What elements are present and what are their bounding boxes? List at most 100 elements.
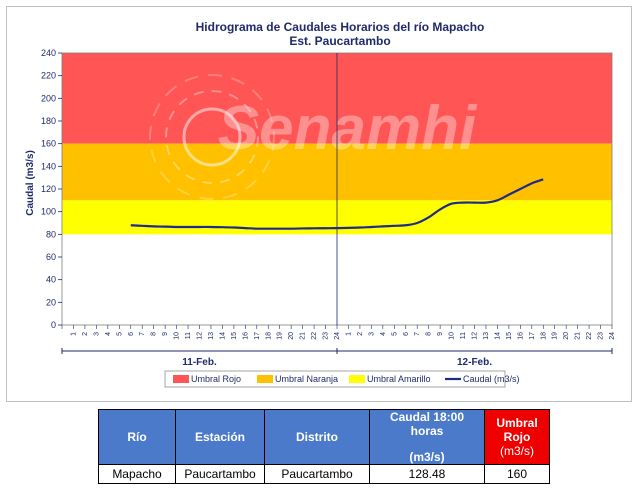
header-caudal: Caudal 18:00 horas (m3/s) bbox=[369, 409, 485, 465]
x-tick-label: 18 bbox=[540, 332, 547, 340]
x-tick-label: 17 bbox=[529, 332, 536, 340]
hydrograph-chart: Hidrograma de Caudales Horarios del río … bbox=[25, 20, 616, 388]
x-axis-ticks: 1 2 3 4 5 6 7 8 9 10 11 12 13 14 15 16 17 18 19 20 21 22 23 24 1… bbox=[61, 325, 616, 340]
table-header-row: Río Estación Distrito Caudal 18:00 horas… bbox=[98, 409, 550, 465]
cell-estacion: Paucartambo bbox=[175, 464, 265, 484]
header-caudal-line1: Caudal 18:00 horas bbox=[389, 410, 465, 438]
chart-container: Hidrograma de Caudales Horarios del río … bbox=[6, 6, 632, 402]
summary-table: Río Estación Distrito Caudal 18:00 horas… bbox=[98, 409, 550, 484]
x-tick-label: 12 bbox=[472, 332, 479, 340]
x-tick-label: 9 bbox=[162, 332, 169, 336]
x-tick-label: 13 bbox=[208, 332, 215, 340]
series-caudal-line bbox=[130, 178, 544, 230]
x-tick-label: 14 bbox=[494, 332, 501, 340]
x-tick-label: 7 bbox=[414, 332, 421, 336]
x-tick-label: 10 bbox=[449, 332, 456, 340]
x-tick-label: 23 bbox=[598, 332, 605, 340]
chart-title: Hidrograma de Caudales Horarios del río … bbox=[196, 20, 485, 34]
x-tick-label: 20 bbox=[563, 332, 570, 340]
legend-label: Umbral Rojo bbox=[191, 374, 241, 384]
x-tick-label: 3 bbox=[368, 332, 375, 336]
day-label: 12-Feb. bbox=[457, 357, 492, 368]
x-tick-label: 8 bbox=[151, 332, 158, 336]
x-tick-label: 6 bbox=[128, 332, 135, 336]
x-tick-label: 19 bbox=[552, 332, 559, 340]
x-tick-label: 5 bbox=[391, 332, 398, 336]
y-tick-label: 240 bbox=[41, 48, 56, 58]
x-tick-label: 1 bbox=[70, 332, 77, 336]
x-tick-label: 8 bbox=[426, 332, 433, 336]
x-tick-label: 2 bbox=[82, 332, 89, 336]
chart-legend: Umbral Rojo Umbral Naranja Umbral Amarillo… bbox=[164, 370, 520, 388]
senamhi-watermark: Senamhi bbox=[218, 94, 478, 163]
x-tick-label: 6 bbox=[403, 332, 410, 336]
legend-swatch-3 bbox=[349, 375, 365, 383]
x-tick-label: 21 bbox=[575, 332, 582, 340]
x-tick-label: 4 bbox=[105, 332, 112, 336]
x-tick-label: 15 bbox=[506, 332, 513, 340]
x-tick-label: 15 bbox=[231, 332, 238, 340]
x-tick-label: 5 bbox=[116, 332, 123, 336]
x-tick-label: 1 bbox=[345, 332, 352, 336]
header-estacion: Estación bbox=[175, 409, 265, 465]
x-tick-label: 22 bbox=[586, 332, 593, 340]
y-axis-label: Caudal (m3/s) bbox=[25, 150, 36, 216]
x-tick-label: 23 bbox=[323, 332, 330, 340]
y-tick-label: 160 bbox=[41, 139, 56, 149]
header-distrito: Distrito bbox=[264, 409, 370, 465]
x-tick-label: 2 bbox=[357, 332, 364, 336]
y-tick-label: 0 bbox=[51, 320, 56, 330]
chart-subtitle: Est. Paucartambo bbox=[289, 34, 390, 48]
legend-box bbox=[164, 370, 506, 388]
x-tick-label: 22 bbox=[311, 332, 318, 340]
table-row: Mapacho Paucartambo Paucartambo 128.48 1… bbox=[98, 464, 550, 484]
header-umbral-line2: Rojo bbox=[503, 430, 531, 444]
legend-label: Caudal (m3/s) bbox=[463, 374, 520, 384]
x-tick-label: 7 bbox=[139, 332, 146, 336]
x-tick-label: 16 bbox=[517, 332, 524, 340]
header-caudal-line2: (m3/s) bbox=[409, 450, 445, 464]
x-tick-label: 13 bbox=[483, 332, 490, 340]
day-axis: 11-Feb. 12-Feb. bbox=[61, 348, 613, 368]
x-tick-label: 9 bbox=[437, 332, 444, 336]
legend-swatch-1 bbox=[173, 375, 189, 383]
x-tick-label: 20 bbox=[288, 332, 295, 340]
sun-logo-watermark bbox=[149, 74, 275, 200]
x-tick-label: 16 bbox=[242, 332, 249, 340]
header-umbral-line1: Umbral bbox=[496, 416, 538, 430]
y-tick-label: 120 bbox=[41, 184, 56, 194]
x-tick-label: 18 bbox=[265, 332, 272, 340]
y-tick-label: 140 bbox=[41, 161, 56, 171]
y-tick-label: 180 bbox=[41, 116, 56, 126]
legend-label: Umbral Amarillo bbox=[367, 374, 431, 384]
header-umbral-rojo: Umbral Rojo (m3/s) bbox=[484, 409, 550, 465]
x-tick-label: 11 bbox=[185, 332, 192, 339]
x-tick-label: 24 bbox=[609, 332, 616, 340]
cell-distrito: Paucartambo bbox=[264, 464, 370, 484]
header-rio: Río bbox=[98, 409, 176, 465]
cell-umbral: 160 bbox=[484, 464, 550, 484]
x-tick-label: 3 bbox=[93, 332, 100, 336]
y-tick-label: 60 bbox=[46, 252, 56, 262]
y-tick-label: 40 bbox=[46, 275, 56, 285]
legend-label: Umbral Naranja bbox=[275, 374, 338, 384]
x-tick-label: 11 bbox=[460, 332, 467, 339]
header-umbral-line3: (m3/s) bbox=[500, 444, 534, 458]
legend-swatch-2 bbox=[257, 375, 273, 383]
x-tick-label: 4 bbox=[380, 332, 387, 336]
x-tick-label: 12 bbox=[197, 332, 204, 340]
x-tick-label: 21 bbox=[300, 332, 307, 340]
y-tick-label: 200 bbox=[41, 93, 56, 103]
x-tick-label: 14 bbox=[219, 332, 226, 340]
y-tick-label: 220 bbox=[41, 71, 56, 81]
y-tick-label: 20 bbox=[46, 297, 56, 307]
x-tick-label: 17 bbox=[254, 332, 261, 340]
cell-caudal: 128.48 bbox=[369, 464, 485, 484]
x-tick-label: 19 bbox=[277, 332, 284, 340]
y-axis-ticks: 0 20 40 60 80 100 120 140 160 180 200 220 240 bbox=[41, 48, 62, 330]
x-tick-label: 10 bbox=[174, 332, 181, 340]
cell-rio: Mapacho bbox=[98, 464, 176, 484]
y-tick-label: 100 bbox=[41, 207, 56, 217]
day-label: 11-Feb. bbox=[182, 357, 217, 368]
x-tick-label: 24 bbox=[334, 332, 341, 340]
